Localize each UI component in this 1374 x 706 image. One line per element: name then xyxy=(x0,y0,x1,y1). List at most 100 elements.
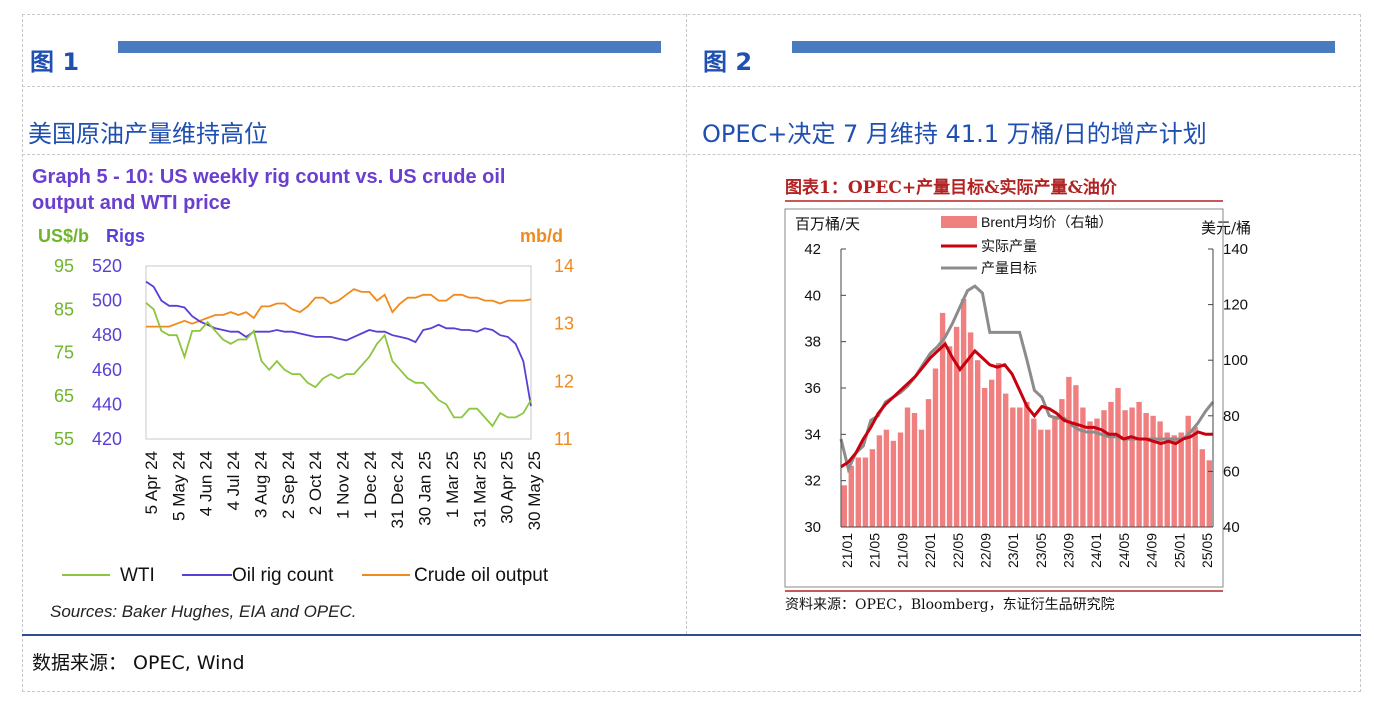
chart-1-x-tick-label: 2 Sep 24 xyxy=(279,451,298,519)
chart-2-brent-bar xyxy=(1024,401,1030,527)
chart-1-x-tick-label: 4 Jun 24 xyxy=(197,451,216,516)
chart-2-brent-bar xyxy=(1122,410,1128,527)
chart-1-title-line-2: output and WTI price xyxy=(32,192,231,214)
chart-2-brent-bar xyxy=(989,379,995,527)
chart-2-left-tick: 36 xyxy=(804,380,821,397)
chart-2-left-tick: 40 xyxy=(804,287,821,304)
chart-2-left-tick: 30 xyxy=(804,519,821,536)
chart-2-left-tick: 38 xyxy=(804,334,821,351)
chart-2-series-actual xyxy=(840,341,1213,469)
chart-1-legend-label: Crude oil output xyxy=(414,565,549,586)
chart-2-brent-bar xyxy=(1136,401,1142,527)
chart-1-x-tick-label: 5 Apr 24 xyxy=(142,451,161,514)
chart-2-brent-bar xyxy=(1150,415,1156,527)
chart-1-rig-tick: 480 xyxy=(92,325,122,345)
page-frame xyxy=(22,14,1361,692)
chart-2-brent-bar xyxy=(1003,393,1009,527)
chart-2-legend-label: 实际产量 xyxy=(981,238,1037,254)
chart-2-brent-bar xyxy=(1129,407,1135,527)
chart-1-x-tick-label: 31 Dec 24 xyxy=(388,451,407,529)
source-divider xyxy=(22,634,1361,636)
chart-2-left-tick: 42 xyxy=(804,241,821,258)
chart-2-x-tick-label: 23/09 xyxy=(1061,533,1077,568)
chart-2-brent-bar xyxy=(1192,426,1198,527)
chart-2-legend-label: Brent月均价（右轴） xyxy=(981,214,1112,230)
chart-2-brent-bar xyxy=(960,299,967,527)
chart-1-x-tick-label: 5 May 24 xyxy=(169,451,188,521)
chart-2-brent-bar xyxy=(1031,418,1037,527)
chart-1-rig-tick: 420 xyxy=(92,429,122,449)
chart-2-brent-bar xyxy=(939,312,946,527)
chart-1-rig-tick: 440 xyxy=(92,394,122,414)
chart-1-series-crude-output xyxy=(146,288,532,328)
chart-2-brent-bar xyxy=(953,326,960,527)
chart-2-x-tick-label: 25/05 xyxy=(1199,533,1215,568)
chart-1-x-tick-label: 3 Aug 24 xyxy=(251,451,270,518)
chart-2-brent-bar xyxy=(848,465,854,527)
chart-2-brent-bar xyxy=(1178,432,1184,527)
chart-2-brent-bar xyxy=(1199,449,1205,527)
chart-2-brent-bar xyxy=(946,346,953,527)
chart-2-brent-bar xyxy=(1017,407,1023,527)
chart-2-brent-bar xyxy=(1038,429,1044,527)
chart-2-brent-bar xyxy=(1115,388,1121,527)
chart-1-legend-label: WTI xyxy=(120,565,155,586)
chart-2-brent-bar xyxy=(883,429,890,527)
chart-2-x-tick-label: 22/01 xyxy=(922,533,938,568)
row-divider-2 xyxy=(22,154,1361,155)
chart-2-x-tick-label: 21/09 xyxy=(894,533,910,568)
chart-1-x-tick-label: 1 Dec 24 xyxy=(361,451,380,519)
chart-1-wti-tick: 55 xyxy=(54,429,74,449)
chart-2-x-tick-label: 23/05 xyxy=(1033,533,1049,568)
chart-1-axis-label-usd: US$/b xyxy=(38,226,89,246)
chart-1-source-note: Sources: Baker Hughes, EIA and OPEC. xyxy=(50,602,356,621)
chart-2-brent-bar xyxy=(1143,413,1149,527)
chart-2-right-tick: 140 xyxy=(1223,241,1248,258)
chart-1-output-tick: 14 xyxy=(554,256,574,276)
chart-2-x-tick-label: 24/01 xyxy=(1088,533,1104,568)
chart-2-brent-bar xyxy=(1080,407,1086,527)
chart-2-right-tick: 60 xyxy=(1223,463,1240,480)
chart-2: 图表1：OPEC+产量目标&实际产量&油价 百万桶/天 美元/桶 42 40 38 3… xyxy=(784,177,1251,613)
chart-2-brent-bar xyxy=(1087,421,1093,527)
chart-2-brent-bar xyxy=(1059,399,1065,527)
chart-2-brent-bar xyxy=(1108,401,1114,527)
chart-2-brent-bar xyxy=(1073,385,1079,527)
chart-2-brent-bar xyxy=(996,363,1002,527)
chart-2-brent-bar xyxy=(1101,410,1107,527)
column-divider xyxy=(686,14,687,634)
chart-2-brent-bar xyxy=(869,449,876,527)
chart-2-x-tick-label: 24/09 xyxy=(1144,533,1160,568)
chart-2-brent-bar xyxy=(975,360,981,527)
chart-2-brent-bar xyxy=(1094,418,1100,527)
chart-2-brent-bar xyxy=(1171,435,1177,527)
chart-1-wti-tick: 85 xyxy=(54,299,74,319)
chart-2-brent-bar xyxy=(911,413,918,527)
chart-2-right-tick: 40 xyxy=(1223,519,1240,536)
chart-2-frame xyxy=(784,208,1224,588)
chart-1-wti-tick: 65 xyxy=(54,386,74,406)
chart-1-plot-area xyxy=(145,265,532,440)
chart-1-x-tick-label: 1 Mar 25 xyxy=(443,451,462,518)
chart-1-x-tick-label: 31 Mar 25 xyxy=(470,451,489,528)
chart-1-x-tick-label: 30 May 25 xyxy=(525,451,544,530)
chart-1-output-tick: 11 xyxy=(554,429,573,449)
chart-1-output-tick: 13 xyxy=(554,314,574,334)
chart-1-wti-tick: 75 xyxy=(54,343,74,363)
chart-2-brent-bar xyxy=(890,440,897,527)
chart-1-axis-label-mbd: mb/d xyxy=(520,226,563,246)
chart-2-left-unit: 百万桶/天 xyxy=(795,215,860,233)
chart-2-legend-swatch-bar xyxy=(941,216,977,228)
chart-1-x-tick-label: 4 Jul 24 xyxy=(224,451,243,511)
chart-2-brent-bar xyxy=(855,457,861,527)
source-note: 数据来源： OPEC, Wind xyxy=(32,652,245,674)
chart-2-brent-bar xyxy=(967,332,974,527)
chart-2-legend-label: 产量目标 xyxy=(981,260,1037,276)
chart-1-rig-tick: 520 xyxy=(92,256,122,276)
chart-2-x-tick-label: 22/09 xyxy=(978,533,994,568)
chart-1-rig-tick: 500 xyxy=(92,291,122,311)
chart-2-brent-bar xyxy=(1052,415,1058,527)
chart-2-brent-bar xyxy=(904,407,911,527)
chart-2-right-unit: 美元/桶 xyxy=(1201,219,1251,237)
chart-2-brent-bar xyxy=(841,485,847,527)
